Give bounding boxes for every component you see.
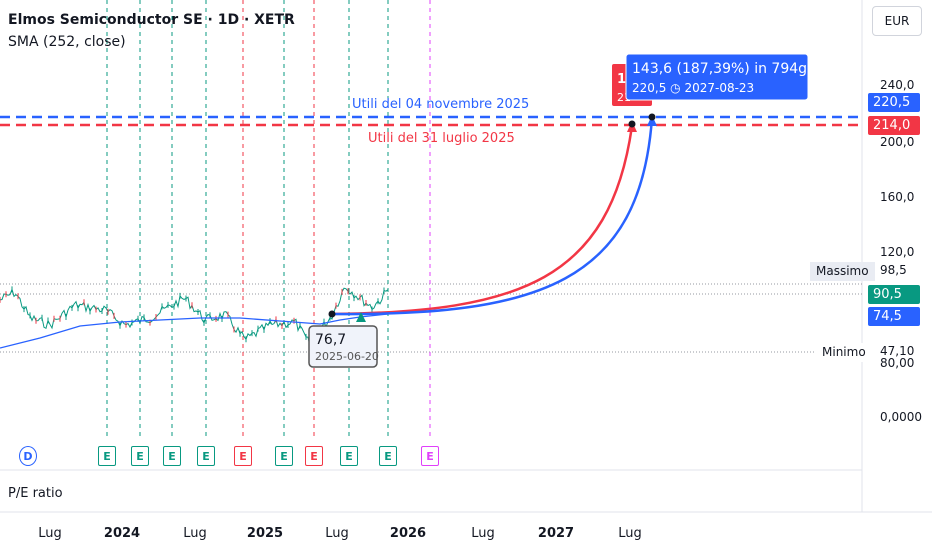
time-axis-tick: Lug xyxy=(471,526,495,541)
time-axis-tick: 2027 xyxy=(537,526,575,541)
earnings-marker[interactable]: E xyxy=(163,446,181,466)
projection-arc-blue xyxy=(331,117,654,316)
earnings-marker[interactable]: E xyxy=(340,446,358,466)
side-label-min: Minimo xyxy=(816,343,872,362)
projection-origin-point xyxy=(328,310,336,318)
price-axis-tick: 200,0 xyxy=(880,135,915,149)
price-axis-tick: 0,0000 xyxy=(880,410,922,424)
projection-box-blue xyxy=(625,53,809,101)
projection-subtext: 220,5 ◷ 2027-08-23 xyxy=(632,81,754,95)
price-axis-tick: 160,0 xyxy=(880,190,915,204)
side-value-min: 47,10 xyxy=(880,344,915,358)
projection-arc-red xyxy=(331,125,634,316)
earnings-marker[interactable]: E xyxy=(305,446,323,466)
price-pill: 220,5 xyxy=(868,93,920,112)
price-pill: 90,5 xyxy=(868,285,920,304)
side-value-max: 98,5 xyxy=(880,263,907,277)
currency-button[interactable]: EUR xyxy=(872,6,922,36)
projection-text: 143,6 (187,39%) in 794g xyxy=(632,61,807,77)
callout-date: 2025-06-20 xyxy=(315,350,379,363)
dividend-marker[interactable]: D xyxy=(19,446,37,466)
time-axis-tick: Lug xyxy=(183,526,207,541)
earnings-marker[interactable]: E xyxy=(275,446,293,466)
time-axis-tick: 2026 xyxy=(389,526,427,541)
price-axis-tick: 240,0 xyxy=(880,78,915,92)
earnings-marker[interactable]: E xyxy=(234,446,252,466)
callout-value: 76,7 xyxy=(315,332,346,348)
time-axis-tick: Lug xyxy=(618,526,642,541)
projection-point-blue xyxy=(648,113,656,121)
price-pill: 74,5 xyxy=(868,307,920,326)
earnings-label-red: Utili del 31 luglio 2025 xyxy=(368,131,515,146)
time-axis-tick: Lug xyxy=(38,526,62,541)
earnings-marker[interactable]: E xyxy=(421,446,439,466)
time-axis-tick: Lug xyxy=(325,526,349,541)
time-axis-tick: 2025 xyxy=(246,526,284,541)
sma-line xyxy=(0,313,389,349)
side-label-max: Massimo xyxy=(810,262,875,281)
earnings-marker[interactable]: E xyxy=(98,446,116,466)
earnings-marker[interactable]: E xyxy=(131,446,149,466)
earnings-marker[interactable]: E xyxy=(197,446,215,466)
earnings-marker[interactable]: E xyxy=(379,446,397,466)
price-axis-tick: 120,0 xyxy=(880,245,915,259)
symbol-title[interactable]: Elmos Semiconductor SE · 1D · XETR xyxy=(8,12,295,28)
price-pill: 214,0 xyxy=(868,116,920,135)
projection-point-red xyxy=(628,120,636,128)
pe-ratio-pane-label[interactable]: P/E ratio xyxy=(8,486,63,501)
sma-indicator-legend[interactable]: SMA (252, close) xyxy=(8,34,126,50)
callout-box xyxy=(308,325,378,368)
price-axis-tick: 80,00 xyxy=(880,356,915,370)
buy-marker xyxy=(356,312,366,322)
time-axis-tick: 2024 xyxy=(103,526,141,541)
earnings-label-blue: Utili del 04 novembre 2025 xyxy=(352,97,529,112)
